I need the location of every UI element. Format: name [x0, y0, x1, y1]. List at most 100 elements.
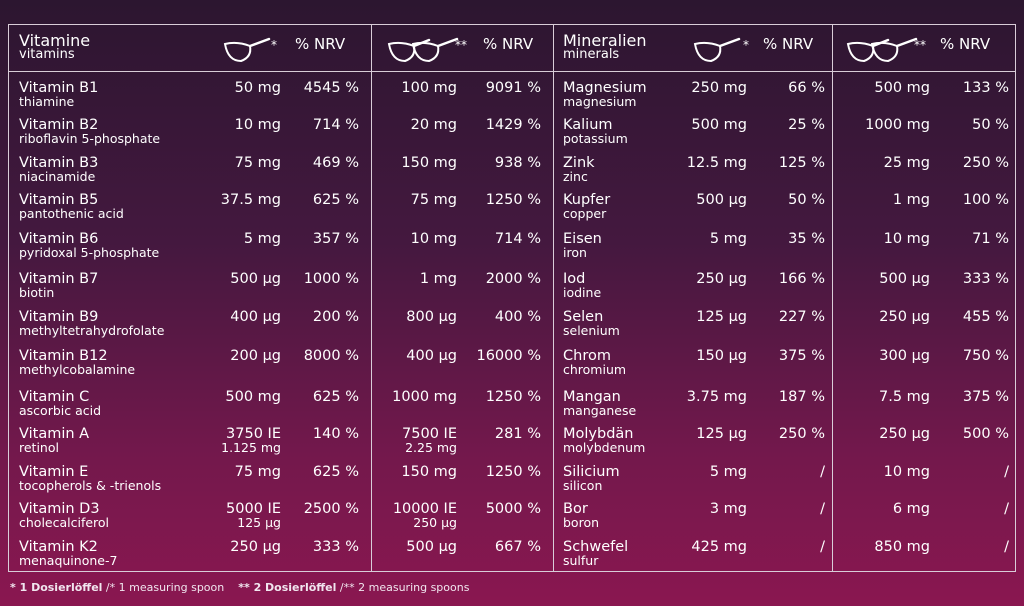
table-row: Kalium potassium 500 mg 25 % 1000 mg 50 % [553, 117, 1017, 154]
nrv-2-scoops: 333 % [962, 271, 1009, 287]
amount-1-scoop: 500 µg [230, 271, 281, 287]
mineral-name: Mangan [563, 389, 621, 405]
table-row: Vitamin D3 cholecalciferol 5000 IE 125 µg 25… [9, 501, 553, 538]
table-row: Selen selenium 125 µg 227 % 250 µg 455 % [553, 309, 1017, 346]
table-row: Vitamin B6 pyridoxal 5-phosphate 5 mg 357 %… [9, 231, 553, 268]
nrv-1-scoop: 357 % [312, 231, 359, 247]
footnote: * 1 Dosierlöffel /* 1 measuring spoon **… [10, 581, 469, 594]
vitamins-subtitle: vitamins [19, 47, 75, 62]
amount-1-scoop: 5 mg [709, 231, 747, 247]
amount-1-scoop: 5000 IE [226, 501, 281, 517]
table-row: Vitamin B2 riboflavin 5-phosphate 10 mg 714… [9, 117, 553, 154]
amount-1-scoop-alt: 125 µg [237, 515, 281, 530]
vitamin-name: Vitamin B9 [19, 309, 99, 325]
nrv-1-scoop: 469 % [312, 155, 359, 171]
scoop-asterisk: * [743, 38, 749, 52]
amount-1-scoop: 425 mg [691, 539, 747, 555]
amount-2-scoops: 300 µg [879, 348, 930, 364]
amount-2-scoops: 10 mg [883, 231, 930, 247]
table-row: Vitamin B12 methylcobalamine 200 µg 8000 % 4… [9, 348, 553, 385]
vitamin-subname: methyltetrahydrofolate [19, 323, 165, 338]
vitamin-name: Vitamin D3 [19, 501, 100, 517]
table-row: Vitamin B5 pantothenic acid 37.5 mg 625 % 75… [9, 192, 553, 229]
amount-2-scoops: 850 mg [874, 539, 930, 555]
nrv-2-scoops: 281 % [494, 426, 541, 442]
mineral-name: Bor [563, 501, 588, 517]
nrv-2-scoops: 455 % [962, 309, 1009, 325]
amount-2-scoops-alt: 250 µg [413, 515, 457, 530]
amount-1-scoop: 250 mg [691, 80, 747, 96]
footnote-2-label: ** 2 Dosierlöffel [238, 581, 337, 594]
vitamin-name: Vitamin B12 [19, 348, 108, 364]
nrv-1-scoop: 200 % [312, 309, 359, 325]
table-row: Zink zinc 12.5 mg 125 % 25 mg 250 % [553, 155, 1017, 192]
nrv-2-scoops: / [1004, 539, 1009, 555]
table-row: Schwefel sulfur 425 mg / 850 mg / [553, 539, 1017, 576]
mineral-name: Silicium [563, 464, 620, 480]
vitamin-name: Vitamin B7 [19, 271, 99, 287]
amount-1-scoop: 3750 IE [226, 426, 281, 442]
nrv-1-scoop: 187 % [778, 389, 825, 405]
amount-1-scoop: 250 µg [230, 539, 281, 555]
amount-2-scoops: 1000 mg [865, 117, 930, 133]
nrv-2-scoops: / [1004, 501, 1009, 517]
mineral-subname: sulfur [563, 553, 599, 568]
nrv-1-scoop: 333 % [312, 539, 359, 555]
amount-1-scoop: 125 µg [696, 309, 747, 325]
vitamins-header: Vitamine vitamins * % NRV [9, 25, 371, 71]
amount-2-scoops-alt: 2.25 mg [405, 440, 457, 455]
vitamins-header-2: ** % NRV [371, 25, 553, 71]
amount-1-scoop: 3 mg [709, 501, 747, 517]
mineral-name: Iod [563, 271, 586, 287]
amount-2-scoops: 20 mg [410, 117, 457, 133]
nrv-1-scoop: / [820, 539, 825, 555]
amount-2-scoops: 250 µg [879, 309, 930, 325]
divider [371, 25, 372, 571]
nrv-2-scoops: 250 % [962, 155, 1009, 171]
nrv-1-scoop: 625 % [312, 192, 359, 208]
nrv-2-scoops: 9091 % [485, 80, 541, 96]
nrv-2-scoops: 133 % [962, 80, 1009, 96]
amount-1-scoop-alt: 1.125 mg [221, 440, 281, 455]
amount-2-scoops: 7.5 mg [879, 389, 930, 405]
amount-2-scoops: 7500 IE [402, 426, 457, 442]
amount-1-scoop: 500 µg [696, 192, 747, 208]
vitamins-title: Vitamine [19, 31, 91, 50]
vitamin-subname: retinol [19, 440, 59, 455]
amount-2-scoops: 800 µg [406, 309, 457, 325]
vitamin-name: Vitamin B6 [19, 231, 99, 247]
amount-2-scoops: 10000 IE [392, 501, 457, 517]
nrv-2-scoops: 16000 % [476, 348, 541, 364]
mineral-name: Kalium [563, 117, 613, 133]
mineral-subname: potassium [563, 131, 628, 146]
amount-1-scoop: 5 mg [709, 464, 747, 480]
nrv-1-scoop: 625 % [312, 464, 359, 480]
nrv-2-scoops: 1250 % [485, 464, 541, 480]
measuring-spoon-icon [221, 35, 281, 69]
divider [832, 25, 833, 571]
mineral-subname: silicon [563, 478, 603, 493]
vitamin-subname: tocopherols & -trienols [19, 478, 162, 493]
footnote-1-text: /* 1 measuring spoon [102, 581, 225, 594]
table-row: Vitamin B3 niacinamide 75 mg 469 % 150 mg 938… [9, 155, 553, 192]
amount-2-scoops: 25 mg [883, 155, 930, 171]
amount-2-scoops: 10 mg [883, 464, 930, 480]
vitamin-name: Vitamin B1 [19, 80, 99, 96]
table-row: Vitamin B9 methyltetrahydrofolate 400 µg 20… [9, 309, 553, 346]
mineral-subname: manganese [563, 403, 637, 418]
amount-1-scoop: 125 µg [696, 426, 747, 442]
scoop-asterisks: ** [914, 38, 926, 52]
amount-2-scoops: 75 mg [410, 192, 457, 208]
scoop-asterisks: ** [455, 38, 467, 52]
amount-1-scoop: 75 mg [234, 464, 281, 480]
divider [553, 25, 554, 571]
table-row: Kupfer copper 500 µg 50 % 1 mg 100 % [553, 192, 1017, 229]
vitamin-subname: riboflavin 5-phosphate [19, 131, 161, 146]
nrv-1-scoop: 4545 % [303, 80, 359, 96]
nrv-2-scoops: 1250 % [485, 192, 541, 208]
amount-1-scoop: 10 mg [234, 117, 281, 133]
nrv-2-scoops: 750 % [962, 348, 1009, 364]
vitamin-subname: thiamine [19, 94, 75, 109]
table-row: Vitamin B7 biotin 500 µg 1000 % 1 mg 2000 % [9, 271, 553, 308]
